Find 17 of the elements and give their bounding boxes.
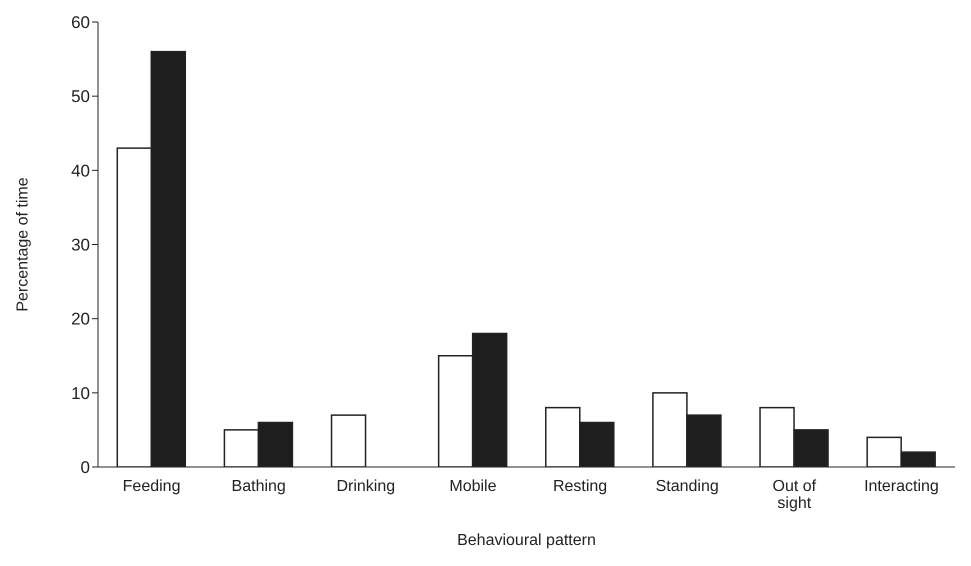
x-tick-label: Standing [656, 478, 719, 495]
y-tick-label: 50 [71, 87, 90, 106]
x-tick-label: Drinking [336, 478, 396, 495]
y-tick-label: 40 [71, 161, 90, 180]
y-tick-label: 30 [71, 236, 90, 255]
y-tick-label: 10 [71, 384, 90, 403]
x-tick-label: Mobile [449, 478, 497, 495]
x-tick-label: Out of sight [772, 478, 817, 512]
y-tick-label: 0 [80, 458, 90, 478]
y-tick-label: 20 [71, 310, 90, 329]
x-tick-label: Resting [552, 478, 608, 495]
y-tick-label: 60 [71, 13, 90, 32]
x-tick-label: Feeding [122, 478, 180, 495]
x-axis-title: Behavioural pattern [457, 532, 596, 549]
y-axis-title: Percentage of time [14, 177, 32, 312]
x-tick-label: Interacting [864, 478, 939, 495]
x-tick-label: Bathing [232, 478, 286, 495]
